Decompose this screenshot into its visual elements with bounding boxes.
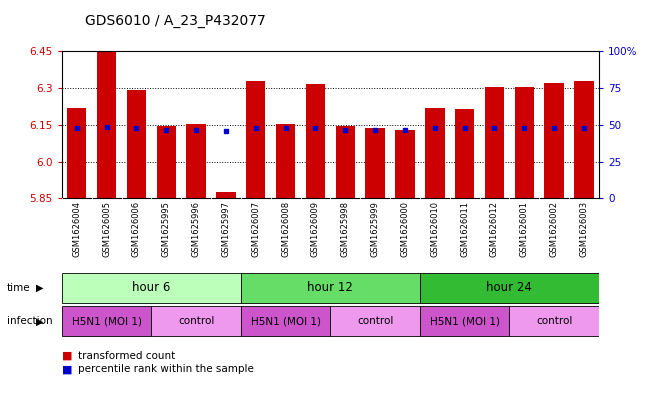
Text: GSM1625998: GSM1625998 <box>341 201 350 257</box>
Text: GSM1626006: GSM1626006 <box>132 201 141 257</box>
Bar <box>151 306 241 336</box>
Bar <box>425 108 445 198</box>
Text: GSM1626012: GSM1626012 <box>490 201 499 257</box>
Text: GSM1625995: GSM1625995 <box>162 201 171 257</box>
Text: hour 12: hour 12 <box>307 281 353 294</box>
Text: GSM1626002: GSM1626002 <box>549 201 559 257</box>
Bar <box>157 126 176 198</box>
Text: ■: ■ <box>62 351 72 361</box>
Bar <box>574 81 594 198</box>
Bar <box>127 90 146 198</box>
Text: GSM1625999: GSM1625999 <box>370 201 380 257</box>
Text: ■: ■ <box>62 364 72 375</box>
Text: ▶: ▶ <box>36 316 44 326</box>
Text: percentile rank within the sample: percentile rank within the sample <box>78 364 254 375</box>
Text: H5N1 (MOI 1): H5N1 (MOI 1) <box>251 316 321 326</box>
Text: GSM1626000: GSM1626000 <box>400 201 409 257</box>
Bar <box>365 129 385 198</box>
Bar <box>306 84 325 198</box>
Text: GSM1626007: GSM1626007 <box>251 201 260 257</box>
Text: H5N1 (MOI 1): H5N1 (MOI 1) <box>430 316 500 326</box>
Text: control: control <box>357 316 393 326</box>
Bar <box>485 87 504 198</box>
Bar <box>420 273 599 303</box>
Text: GSM1626001: GSM1626001 <box>520 201 529 257</box>
Bar <box>544 83 564 198</box>
Text: infection: infection <box>7 316 52 326</box>
Bar <box>241 306 330 336</box>
Bar <box>510 306 599 336</box>
Bar <box>241 273 420 303</box>
Text: GSM1626011: GSM1626011 <box>460 201 469 257</box>
Bar <box>395 130 415 198</box>
Text: GSM1626005: GSM1626005 <box>102 201 111 257</box>
Text: ▶: ▶ <box>36 283 44 293</box>
Text: GSM1626004: GSM1626004 <box>72 201 81 257</box>
Bar <box>276 123 296 198</box>
Bar <box>515 87 534 198</box>
Text: control: control <box>536 316 572 326</box>
Text: H5N1 (MOI 1): H5N1 (MOI 1) <box>72 316 142 326</box>
Bar <box>62 273 241 303</box>
Bar <box>62 306 151 336</box>
Bar <box>455 109 475 198</box>
Text: GSM1625996: GSM1625996 <box>191 201 201 257</box>
Text: hour 6: hour 6 <box>132 281 171 294</box>
Text: time: time <box>7 283 30 293</box>
Bar <box>336 126 355 198</box>
Bar <box>330 306 420 336</box>
Bar <box>420 306 510 336</box>
Text: GSM1626008: GSM1626008 <box>281 201 290 257</box>
Text: control: control <box>178 316 214 326</box>
Text: transformed count: transformed count <box>78 351 175 361</box>
Text: hour 24: hour 24 <box>486 281 533 294</box>
Bar <box>216 192 236 198</box>
Text: GSM1626003: GSM1626003 <box>579 201 589 257</box>
Bar <box>186 123 206 198</box>
Text: GSM1626009: GSM1626009 <box>311 201 320 257</box>
Text: GDS6010 / A_23_P432077: GDS6010 / A_23_P432077 <box>85 14 266 28</box>
Text: GSM1625997: GSM1625997 <box>221 201 230 257</box>
Bar <box>246 81 266 198</box>
Bar <box>67 108 87 198</box>
Text: GSM1626010: GSM1626010 <box>430 201 439 257</box>
Bar <box>97 51 117 198</box>
